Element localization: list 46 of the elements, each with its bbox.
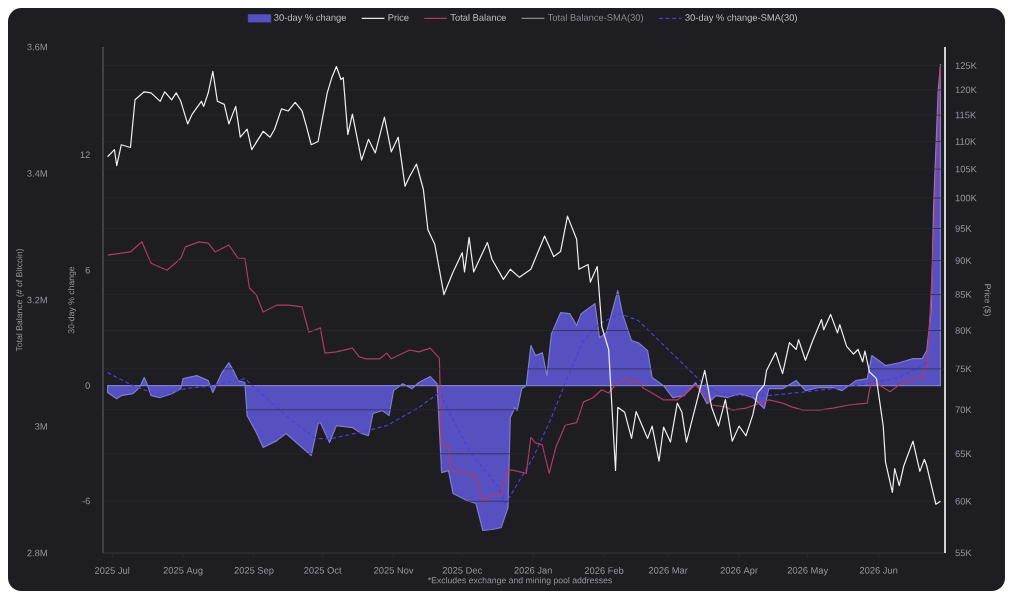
x-tick-label: 2025 Sep: [234, 567, 274, 576]
legend-label: Total Balance: [450, 13, 506, 21]
legend-label: Price: [388, 13, 409, 21]
y-tick-label: 85K: [955, 291, 972, 298]
y2-tick-label: 3.4M: [27, 170, 47, 177]
legend-label: 30-day % change-SMA(30): [685, 13, 797, 23]
x-tick-label: 2025 Aug: [163, 567, 203, 576]
text: *Excludes exchange and mining pool addresses: [427, 576, 612, 586]
x-tick-label: 2026 Apr: [720, 567, 758, 576]
x-tick-label: 2025 Nov: [374, 567, 414, 574]
y-tick-label: 80K: [955, 327, 972, 334]
y3-axis-title: 30-day % change: [67, 266, 77, 334]
y-axis-title: Price ($): [982, 284, 992, 316]
x-tick-label: 2026 Jan: [514, 567, 552, 574]
x-tick-label: 2026 May: [787, 567, 829, 576]
y-tick-label: 105K: [955, 165, 977, 173]
y3-tick-label: 12: [80, 151, 90, 158]
x-tick-label: 2025 Dec: [442, 567, 482, 574]
y-tick-label: 70K: [955, 406, 972, 414]
legend-label: 30-day % change: [274, 13, 347, 23]
x-tick-label: 2026 Jun: [859, 567, 898, 574]
text: Total Balance-SMA(30): [547, 13, 644, 23]
y3-tick-label: 6: [85, 266, 90, 274]
y2-tick-label: 3.2M: [27, 296, 47, 304]
y3-tick-label: -6: [82, 497, 90, 505]
y-tick-label: 110K: [955, 138, 977, 145]
y-tick-label: 125K: [955, 62, 977, 69]
y2-tick-label: 3.6M: [27, 43, 47, 51]
y2-axis-title: Total Balance (# of Bitcoin): [15, 249, 25, 352]
y-tick-label: 65K: [955, 450, 972, 458]
y-tick-label: 100K: [955, 194, 977, 202]
x-tick-label: 2025 Oct: [304, 567, 342, 574]
y-tick-label: 115K: [955, 111, 977, 119]
x-tick-label: 2026 Feb: [584, 567, 624, 574]
y-tick-label: 60K: [955, 497, 972, 505]
y2-tick-label: 3M: [35, 423, 47, 430]
y-tick-label: 75K: [955, 365, 972, 373]
y-tick-label: 95K: [955, 225, 972, 232]
y-tick-label: 55K: [955, 549, 972, 557]
x-tick-label: 2025 Jul: [94, 567, 130, 574]
y-tick-label: 120K: [955, 86, 977, 94]
line-series: [106, 313, 928, 505]
y2-tick-label: 2.8M: [27, 549, 47, 557]
y-tick-label: 90K: [955, 257, 972, 264]
x-tick-label: 2026 Mar: [648, 567, 688, 574]
y3-tick-label: 0: [85, 382, 90, 389]
